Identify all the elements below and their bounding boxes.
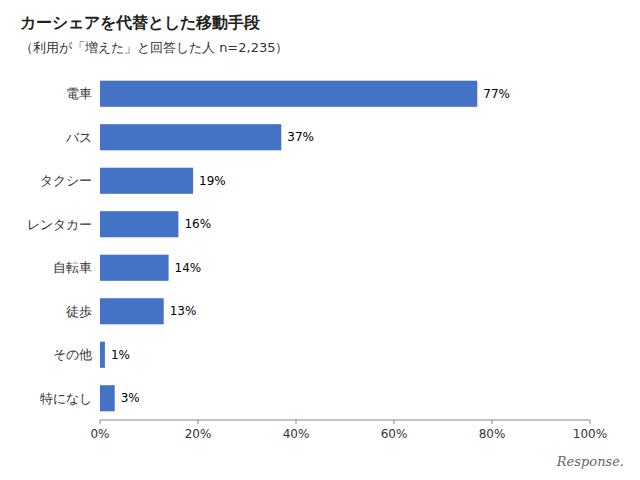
x-tick <box>492 420 493 424</box>
data-label: 16% <box>184 217 211 231</box>
category-label: 徒歩 <box>66 304 92 319</box>
bar <box>100 298 164 324</box>
annotation: Response. <box>556 454 624 469</box>
subtitle: （利用が「増えた」と回答した人 n=2,235） <box>20 40 288 55</box>
chart-svg: カーシェアを代替とした移動手段 （利用が「増えた」と回答した人 n=2,235） 7… <box>0 0 640 480</box>
bar <box>100 255 169 281</box>
bar <box>100 168 193 194</box>
category-label: 電車 <box>66 86 92 101</box>
category-label: タクシー <box>40 173 92 188</box>
x-tick-label: 20% <box>185 427 212 441</box>
x-tick-label: 60% <box>381 427 408 441</box>
data-label: 1% <box>111 348 130 362</box>
category-label: 特になし <box>40 391 92 406</box>
bar <box>100 211 178 237</box>
category-label: 自転車 <box>53 260 92 275</box>
data-label: 3% <box>121 391 140 405</box>
x-tick <box>394 420 395 424</box>
chart-container: カーシェアを代替とした移動手段 （利用が「増えた」と回答した人 n=2,235） 7… <box>0 0 640 480</box>
title: カーシェアを代替とした移動手段 <box>20 13 261 32</box>
bar <box>100 81 477 107</box>
x-tick <box>590 420 591 424</box>
x-tick-label: 100% <box>573 427 607 441</box>
x-tick-label: 80% <box>479 427 506 441</box>
x-tick <box>296 420 297 424</box>
data-label: 19% <box>199 174 226 188</box>
data-label: 77% <box>483 87 510 101</box>
x-tick-label: 40% <box>283 427 310 441</box>
bar <box>100 124 281 150</box>
bar <box>100 385 115 411</box>
bars <box>100 81 477 412</box>
bar <box>100 342 105 368</box>
x-tick <box>100 420 101 424</box>
category-label: バス <box>65 130 92 145</box>
x-tick <box>198 420 199 424</box>
data-label: 37% <box>287 130 314 144</box>
category-label: レンタカー <box>27 217 92 232</box>
category-label: その他 <box>53 347 92 362</box>
data-label: 13% <box>170 304 197 318</box>
x-axis-line <box>100 420 590 421</box>
data-label: 14% <box>175 261 202 275</box>
x-tick-label: 0% <box>90 427 109 441</box>
